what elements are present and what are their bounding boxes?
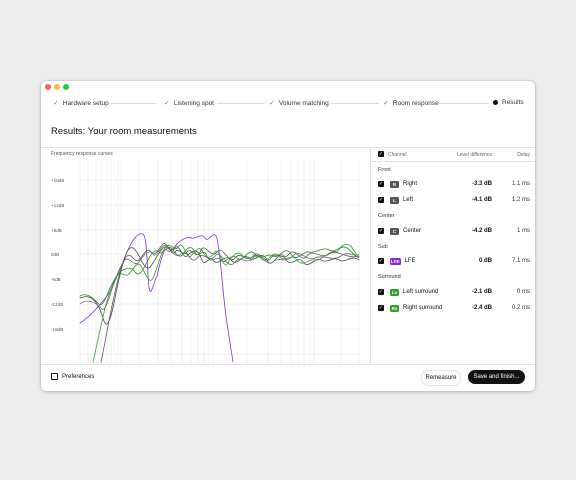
- setup-stepper: ✓ Hardware setup ✓ Listening spot ✓ Volu…: [41, 94, 535, 114]
- level-value: -2.1 dB: [471, 289, 492, 295]
- channel-name: Right: [403, 181, 418, 187]
- checkmark-icon: ✓: [269, 100, 275, 107]
- channel-row-center[interactable]: ✓ C Center -4.2 dB 1 ms: [378, 226, 530, 236]
- delay-value: 0.2 ms: [511, 305, 530, 311]
- group-label: Front: [378, 167, 391, 173]
- step-label: Volume matching: [278, 99, 329, 107]
- channel-name: Right surround: [403, 305, 443, 311]
- minimize-window-button[interactable]: [54, 84, 60, 90]
- delay-value: 1.2 ms: [511, 197, 530, 203]
- step-label: Hardware setup: [62, 99, 109, 107]
- preferences-icon: [51, 373, 58, 380]
- y-tick-label: 0dB: [51, 252, 59, 257]
- group-label: Surround: [378, 274, 401, 280]
- center-response-curve: [79, 245, 360, 310]
- page-title: Results: Your room measurements: [51, 126, 197, 137]
- divider: [41, 364, 535, 365]
- step-label: Room response: [392, 99, 439, 107]
- front-right-response-curve: [79, 246, 360, 325]
- app-window: ✓ Hardware setup ✓ Listening spot ✓ Volu…: [41, 81, 535, 391]
- delay-column-header: Delay: [517, 152, 530, 158]
- channel-panel: ✓ Channel Level difference Delay Front ✓…: [370, 148, 535, 364]
- footer-bar: Preferences Remeasure Save and finish...: [41, 364, 535, 391]
- checkmark-icon: ✓: [383, 100, 389, 107]
- preferences-label: Preferences: [62, 373, 95, 380]
- checkmark-icon: ✓: [53, 100, 59, 107]
- delay-value: 7.1 ms: [511, 258, 530, 264]
- channel-row-left-surround[interactable]: ✓ Ls Left surround -2.1 dB 0 ms: [378, 287, 530, 297]
- frequency-response-chart: Frequency response curves: [41, 148, 370, 364]
- channel-name: Center: [403, 228, 422, 234]
- y-tick-label: -12dB: [51, 302, 63, 307]
- remeasure-button[interactable]: Remeasure: [421, 370, 461, 386]
- step-label: Listening spot: [173, 99, 214, 107]
- right-surround-response-curve: [79, 246, 360, 306]
- save-and-finish-button[interactable]: Save and finish...: [468, 370, 525, 384]
- channel-badge: R: [390, 180, 399, 188]
- divider: [41, 147, 535, 148]
- step-results[interactable]: Results: [493, 99, 524, 106]
- step-room-response[interactable]: ✓ Room response: [383, 99, 439, 108]
- step-hardware-setup[interactable]: ✓ Hardware setup: [53, 99, 109, 108]
- level-value: 0 dB: [478, 258, 492, 264]
- current-step-icon: [493, 100, 498, 105]
- channel-checkbox[interactable]: ✓: [378, 196, 384, 203]
- channel-checkbox[interactable]: ✓: [378, 180, 384, 187]
- channel-checkbox[interactable]: ✓: [378, 304, 384, 311]
- channel-badge: Rs: [390, 304, 399, 312]
- group-label: Sub: [378, 244, 388, 250]
- left-surround-response-curve: [92, 244, 360, 363]
- channel-row-right-surround[interactable]: ✓ Rs Right surround -2.4 dB 0.2 ms: [378, 303, 530, 313]
- channel-badge: C: [390, 227, 399, 235]
- level-value: -3.3 dB: [471, 181, 492, 187]
- delay-value: 0 ms: [516, 289, 530, 295]
- y-tick-label: +18dB: [51, 178, 64, 183]
- y-tick-label: +12dB: [51, 203, 64, 208]
- channel-name: Left surround: [403, 289, 439, 295]
- front-left-response-curve: [100, 243, 360, 363]
- level-value: -2.4 dB: [471, 305, 492, 311]
- delay-value: 1 ms: [516, 228, 530, 234]
- divider: [371, 161, 535, 162]
- channel-badge: LFE: [390, 257, 401, 265]
- checkmark-icon: ✓: [164, 100, 170, 107]
- step-volume-matching[interactable]: ✓ Volume matching: [269, 99, 329, 108]
- channel-column-header: Channel: [388, 152, 407, 158]
- preferences-button[interactable]: Preferences: [51, 373, 94, 380]
- y-tick-label: -18dB: [51, 327, 63, 332]
- chart-label: Frequency response curves: [51, 151, 113, 157]
- step-listening-spot[interactable]: ✓ Listening spot: [164, 99, 214, 108]
- zoom-window-button[interactable]: [63, 84, 69, 90]
- y-tick-label: -6dB: [51, 277, 61, 282]
- channel-row-lfe[interactable]: ✓ LFE LFE 0 dB 7.1 ms: [378, 256, 530, 266]
- delay-value: 1.1 ms: [511, 181, 530, 187]
- channel-name: Left: [403, 197, 414, 203]
- level-column-header: Level difference: [457, 152, 493, 158]
- select-all-checkbox[interactable]: ✓: [378, 150, 384, 157]
- channel-checkbox[interactable]: ✓: [378, 257, 384, 264]
- channel-checkbox[interactable]: ✓: [378, 227, 384, 234]
- channel-row-right[interactable]: ✓ R Right -3.3 dB 1.1 ms: [378, 179, 530, 189]
- channel-checkbox[interactable]: ✓: [378, 288, 384, 295]
- window-controls: [45, 84, 69, 90]
- level-value: -4.2 dB: [471, 228, 492, 234]
- channel-badge: L: [390, 196, 399, 204]
- channel-badge: Ls: [390, 288, 399, 296]
- close-window-button[interactable]: [45, 84, 51, 90]
- group-label: Center: [378, 213, 395, 219]
- step-label: Results: [502, 99, 524, 106]
- channel-row-left[interactable]: ✓ L Left -4.1 dB 1.2 ms: [378, 195, 530, 205]
- level-value: -4.1 dB: [471, 197, 492, 203]
- channel-name: LFE: [404, 258, 416, 264]
- y-tick-label: +6dB: [51, 228, 62, 233]
